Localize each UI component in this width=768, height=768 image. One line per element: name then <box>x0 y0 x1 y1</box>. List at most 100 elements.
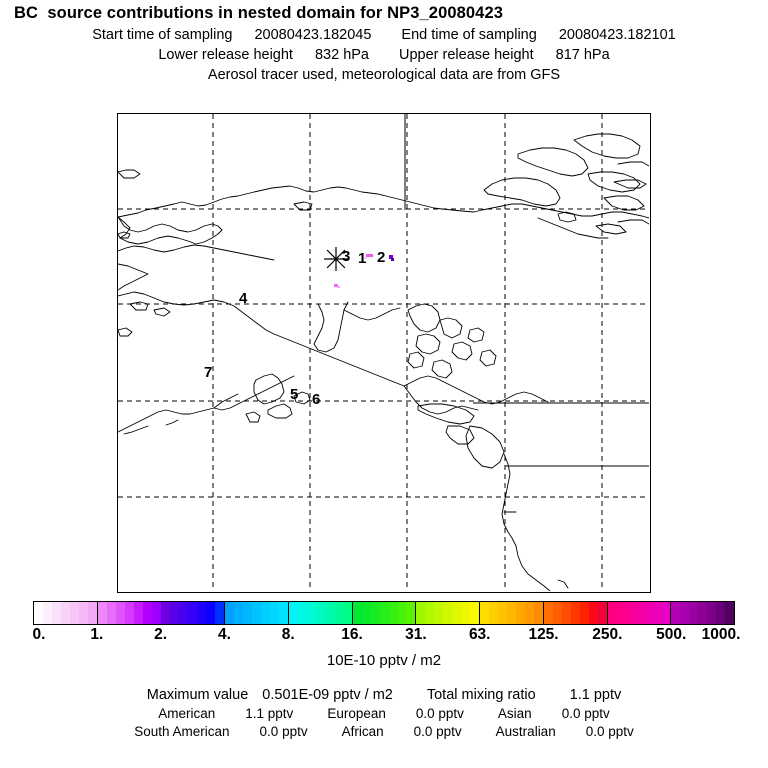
colorbar-band <box>561 602 571 624</box>
colorbar-band <box>461 602 471 624</box>
region-australian-label: Australian <box>495 724 556 739</box>
colorbar-band <box>552 602 562 624</box>
colorbar-band <box>406 602 416 624</box>
colorbar-segment-5 <box>352 602 417 624</box>
region-asian-label: Asian <box>497 706 532 721</box>
colorbar-band <box>379 602 389 624</box>
upper-release-label: Upper release height <box>399 47 534 63</box>
colorbar-tick-11: 1000. <box>701 626 741 643</box>
map-label-5: 5 <box>290 386 298 403</box>
colorbar-band <box>124 602 134 624</box>
colorbar-tick-3: 4. <box>217 626 231 643</box>
colorbar-band <box>507 602 517 624</box>
colorbar-band <box>588 602 598 624</box>
colorbar-band <box>206 602 216 624</box>
colorbar-band <box>288 602 298 624</box>
colorbar-band <box>716 602 726 624</box>
region-american-value: 1.1 pptv <box>245 706 294 721</box>
colorbar-band <box>225 602 235 624</box>
colorbar-band <box>570 602 580 624</box>
region-european-value: 0.0 pptv <box>415 706 464 721</box>
colorbar-band <box>342 602 352 624</box>
colorbar-band <box>516 602 525 624</box>
max-total-row: Maximum value 0.501E-09 pptv / m2 Total … <box>0 687 768 703</box>
colorbar-band <box>652 602 662 624</box>
colorbar-band <box>279 602 288 624</box>
colorbar-segment-9 <box>607 602 672 624</box>
colorbar-band <box>306 602 316 624</box>
colorbar-band <box>69 602 79 624</box>
colorbar-band <box>188 602 198 624</box>
colorbar-band <box>607 602 617 624</box>
colorbar-band <box>434 602 444 624</box>
colorbar-band <box>671 602 681 624</box>
map-label-7: 7 <box>204 364 212 381</box>
start-time-value: 20080423.182045 <box>254 27 372 43</box>
colorbar-band <box>151 602 161 624</box>
colorbar-band <box>78 602 88 624</box>
colorbar-segment-6 <box>416 602 481 624</box>
colorbar-band <box>324 602 334 624</box>
map-label-2: 2 <box>377 249 385 266</box>
political-border <box>404 114 649 404</box>
colorbar-band <box>333 602 343 624</box>
colorbar-band <box>489 602 499 624</box>
map-label-6: 6 <box>312 391 320 408</box>
colorbar-band <box>261 602 271 624</box>
colorbar-band <box>533 602 543 624</box>
colorbar-segment-8 <box>543 602 608 624</box>
colorbar-band <box>416 602 426 624</box>
colorbar-band <box>524 602 534 624</box>
colorbar-tick-7: 63. <box>468 626 491 643</box>
sampling-time-row: Start time of sampling 20080423.182045 E… <box>0 27 768 43</box>
upper-release-value: 817 hPa <box>555 47 610 63</box>
colorbar-band <box>234 602 244 624</box>
colorbar-segment-1 <box>97 602 162 624</box>
colorbar-band <box>452 602 462 624</box>
colorbar-band <box>252 602 262 624</box>
colorbar-band <box>142 602 152 624</box>
grid-horizontal <box>118 208 649 498</box>
colorbar-band <box>698 602 708 624</box>
colorbar-band <box>179 602 189 624</box>
star-marker <box>324 247 348 271</box>
colorbar-band <box>60 602 70 624</box>
colorbar-band <box>97 602 107 624</box>
colorbar-segment-3 <box>225 602 289 624</box>
region-south-american-label: South American <box>134 724 230 739</box>
colorbar-band <box>480 602 490 624</box>
colorbar-band <box>370 602 380 624</box>
colorbar-band <box>616 602 626 624</box>
region-australian-value: 0.0 pptv <box>585 724 634 739</box>
colorbar-tick-10: 500. <box>656 626 687 643</box>
colorbar-band <box>661 602 671 624</box>
region-south-american-value: 0.0 pptv <box>259 724 308 739</box>
colorbar-band <box>87 602 97 624</box>
colorbar-band <box>197 602 207 624</box>
map-number-labels: 3 1 2 4 7 5 6 <box>204 248 385 408</box>
colorbar-band <box>51 602 61 624</box>
max-value-value: 0.501E-09 pptv / m2 <box>262 687 393 703</box>
colorbar-band <box>634 602 644 624</box>
colorbar <box>33 601 735 625</box>
tracer-note-row: Aerosol tracer used, meteorological data… <box>0 67 768 83</box>
colorbar-segment-2 <box>161 602 226 624</box>
colorbar-band <box>625 602 635 624</box>
map-panel[interactable]: 3 1 2 4 7 5 6 <box>117 113 651 593</box>
map-label-4: 4 <box>239 290 248 307</box>
total-mixing-value: 1.1 pptv <box>569 687 622 703</box>
colorbar-band <box>680 602 690 624</box>
end-time-label: End time of sampling <box>401 27 537 43</box>
colorbar-band <box>215 602 225 624</box>
colorbar-segment-0 <box>34 602 98 624</box>
colorbar-tick-0: 0. <box>32 626 46 643</box>
colorbar-band <box>270 602 280 624</box>
tracer-note: Aerosol tracer used, meteorological data… <box>207 67 561 83</box>
region-row-2: South American 0.0 pptv African 0.0 pptv… <box>0 724 768 739</box>
region-european-label: European <box>327 706 386 721</box>
colorbar-band <box>388 602 398 624</box>
colorbar-tick-1: 1. <box>90 626 104 643</box>
plume-pixels <box>334 254 394 288</box>
colorbar-tick-labels: 0. 1. 2. 4. 8. 16. 31. 63. 125. 250. 500. 1000. <box>0 626 768 646</box>
colorbar-band <box>579 602 589 624</box>
